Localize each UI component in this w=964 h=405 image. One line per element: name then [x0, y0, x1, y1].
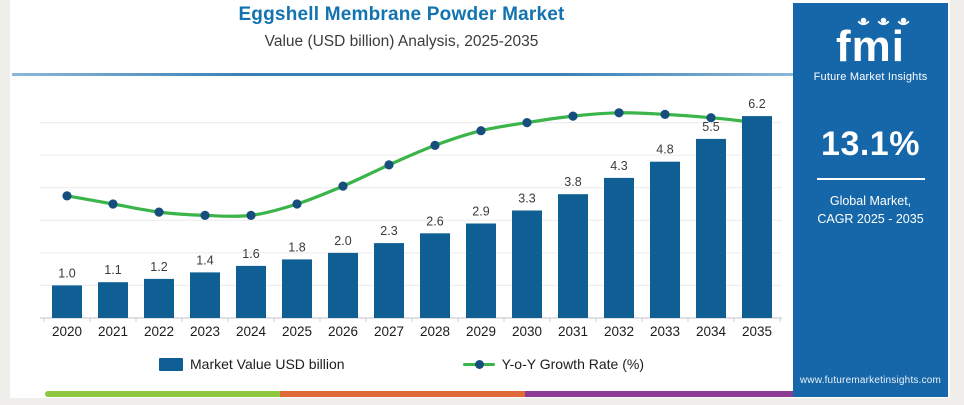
year-label-2021: 2021 — [98, 324, 128, 339]
bar-2034 — [696, 138, 726, 318]
growth-marker-2024 — [246, 210, 256, 220]
stripe-orange-segment — [280, 391, 525, 397]
legend-item-bar: Market Value USD billion — [159, 356, 345, 372]
bar-2025 — [282, 259, 312, 318]
bar-label-2021: 1.1 — [104, 263, 121, 277]
year-label-2035: 2035 — [742, 324, 772, 339]
legend-bar-label: Market Value USD billion — [190, 356, 345, 372]
year-label-2023: 2023 — [190, 324, 220, 339]
bar-2027 — [374, 243, 404, 318]
bar-label-2031: 3.8 — [564, 175, 581, 189]
year-label-2027: 2027 — [374, 324, 404, 339]
bar-label-2025: 1.8 — [288, 240, 305, 254]
growth-marker-2027 — [384, 160, 394, 170]
legend-line-label: Y-o-Y Growth Rate (%) — [501, 356, 644, 372]
chart-legend: Market Value USD billion Y-o-Y Growth Ra… — [10, 352, 793, 376]
bar-label-2023: 1.4 — [196, 253, 213, 267]
cagr-label-line2: CAGR 2025 - 2035 — [817, 212, 924, 226]
bar-label-2028: 2.6 — [426, 214, 443, 228]
cagr-label: Global Market, CAGR 2025 - 2035 — [793, 192, 948, 228]
bar-2032 — [604, 177, 634, 318]
growth-marker-2031 — [568, 111, 578, 121]
chart-svg: 1.0 2020 1.1 2021 1.2 2022 1.4 2023 1.6 2024 1.8 20… — [40, 97, 782, 339]
cagr-divider — [816, 178, 925, 180]
bar-label-2020: 1.0 — [58, 266, 75, 280]
bar-2026 — [328, 252, 358, 318]
person-icon — [897, 17, 910, 26]
fmi-logo-subtext: Future Market Insights — [813, 71, 928, 83]
infographic-card: Eggshell Membrane Powder Market Value (U… — [10, 0, 950, 398]
bar-2022 — [144, 278, 174, 318]
growth-marker-2029 — [476, 126, 486, 136]
website-url: www.futuremarketinsights.com — [799, 375, 942, 386]
year-label-2032: 2032 — [604, 324, 634, 339]
year-label-2025: 2025 — [282, 324, 312, 339]
bar-2020 — [52, 285, 82, 318]
growth-marker-2020 — [62, 191, 72, 201]
growth-line — [66, 111, 758, 218]
stripe-green-segment — [45, 391, 280, 397]
year-label-2022: 2022 — [144, 324, 174, 339]
line-swatch-icon — [462, 358, 495, 370]
growth-marker-2026 — [338, 181, 348, 191]
legend-item-line: Y-o-Y Growth Rate (%) — [462, 356, 644, 372]
bar-swatch-icon — [159, 357, 183, 371]
bar-label-2030: 3.3 — [518, 192, 535, 206]
year-label-2020: 2020 — [52, 324, 82, 339]
bar-2035 — [742, 116, 772, 318]
bar-label-2022: 1.2 — [150, 260, 167, 274]
year-label-2034: 2034 — [696, 324, 727, 339]
fmi-logo: fmi Future Market Insights — [793, 16, 948, 83]
fmi-logo-text: fmi — [836, 22, 905, 71]
bar-label-2035: 6.2 — [748, 97, 765, 111]
header-divider-rule — [12, 73, 793, 76]
fmi-sidebar: fmi Future Market Insights 13.1% Global … — [793, 3, 948, 397]
logo-people-icons — [819, 16, 948, 29]
chart-area: 1.0 2020 1.1 2021 1.2 2022 1.4 2023 1.6 2024 1.8 20… — [10, 84, 793, 346]
bar-2033 — [650, 161, 680, 318]
footer-color-stripe — [45, 391, 793, 397]
page-subtitle: Value (USD billion) Analysis, 2025-2035 — [264, 33, 539, 50]
bar-label-2026: 2.0 — [334, 234, 351, 248]
bar-2024 — [236, 265, 266, 318]
year-label-2026: 2026 — [328, 324, 358, 339]
bar-label-2027: 2.3 — [380, 224, 397, 238]
bar-label-2034: 5.5 — [702, 120, 719, 134]
growth-marker-2032 — [614, 108, 624, 118]
growth-marker-2033 — [660, 109, 670, 119]
cagr-label-line1: Global Market, — [829, 194, 912, 208]
bar-2029 — [466, 223, 496, 318]
year-label-2029: 2029 — [466, 324, 496, 339]
person-icon — [877, 17, 890, 26]
year-label-2030: 2030 — [512, 324, 542, 339]
year-label-2031: 2031 — [558, 324, 588, 339]
bar-2028 — [420, 233, 450, 318]
bar-2030 — [512, 210, 542, 318]
cagr-value: 13.1% — [821, 125, 920, 163]
growth-marker-2030 — [522, 118, 532, 128]
chart-header: Eggshell Membrane Powder Market Value (U… — [10, 4, 793, 51]
bar-2031 — [558, 194, 588, 318]
year-label-2028: 2028 — [420, 324, 450, 339]
bar-2023 — [190, 272, 220, 318]
bar-label-2029: 2.9 — [472, 205, 489, 219]
bar-label-2032: 4.3 — [610, 159, 627, 173]
person-icon — [857, 17, 870, 26]
growth-marker-2023 — [200, 210, 210, 220]
growth-marker-2022 — [154, 207, 164, 217]
stripe-purple-segment — [525, 391, 793, 397]
growth-marker-2021 — [108, 199, 118, 209]
bar-label-2024: 1.6 — [242, 247, 259, 261]
growth-marker-2028 — [430, 140, 440, 150]
year-label-2033: 2033 — [650, 324, 680, 339]
page-title: Eggshell Membrane Powder Market — [238, 4, 565, 25]
growth-marker-2034 — [706, 113, 716, 123]
year-label-2024: 2024 — [236, 324, 267, 339]
bar-2021 — [98, 282, 128, 318]
growth-marker-2025 — [292, 199, 302, 209]
bar-label-2033: 4.8 — [656, 143, 673, 157]
